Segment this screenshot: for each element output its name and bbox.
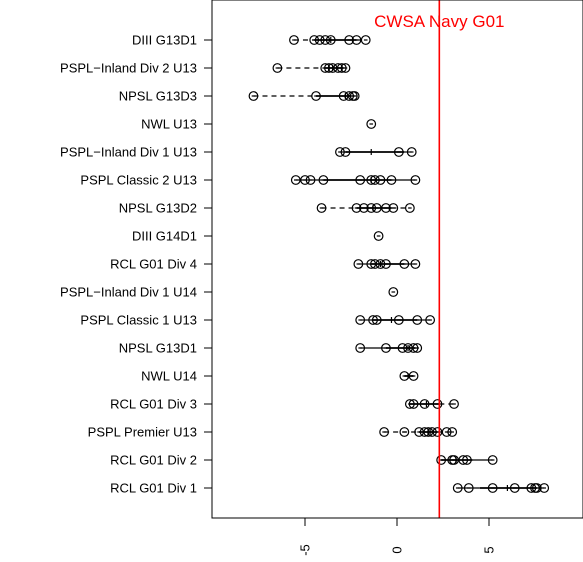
data-point — [358, 203, 369, 213]
data-point — [509, 483, 520, 493]
x-tick-label: 0 — [390, 546, 405, 553]
row-label: RCL G01 Div 3 — [110, 397, 197, 412]
data-point — [399, 259, 410, 269]
data-point — [408, 399, 419, 409]
team-row: NPSL G13D2 — [119, 201, 415, 216]
row-label: PSPL Classic 2 U13 — [80, 173, 197, 188]
data-point — [393, 315, 404, 325]
team-row: NWL U13 — [141, 117, 377, 132]
team-row: DIII G14D1 — [132, 229, 384, 244]
data-point — [355, 315, 366, 325]
data-point — [351, 203, 362, 213]
row-label: NWL U13 — [141, 117, 197, 132]
data-point — [289, 35, 299, 45]
team-row: PSPL−Inland Div 1 U13 — [60, 145, 417, 160]
data-point — [344, 35, 355, 45]
data-point — [379, 427, 390, 437]
x-tick-label: 5 — [482, 546, 497, 553]
data-point — [463, 483, 474, 493]
x-tick-label: -5 — [298, 544, 313, 556]
row-label: DIII G14D1 — [132, 229, 197, 244]
data-point — [340, 147, 351, 157]
team-row: PSPL−Inland Div 2 U13 — [60, 61, 351, 76]
data-point — [325, 35, 336, 45]
team-row: DIII G13D1 — [132, 33, 371, 48]
team-row: PSPL Premier U13 — [88, 425, 458, 440]
row-label: NPSL G13D1 — [119, 341, 197, 356]
data-point — [410, 259, 421, 269]
row-label: PSPL−Inland Div 1 U13 — [60, 145, 197, 160]
row-label: NWL U14 — [141, 369, 197, 384]
data-point — [410, 175, 421, 185]
team-row: NPSL G13D3 — [119, 89, 360, 104]
reference-layer: CWSA Navy G01 — [374, 0, 505, 518]
data-point — [381, 259, 391, 269]
data-point — [381, 203, 391, 213]
data-point — [452, 483, 463, 493]
data-point — [381, 343, 391, 353]
data-point — [531, 483, 542, 493]
team-row: PSPL−Inland Div 1 U14 — [60, 285, 399, 300]
row-label: DIII G13D1 — [132, 33, 197, 48]
data-point — [419, 399, 430, 409]
data-point — [447, 427, 458, 437]
row-label: RCL G01 Div 4 — [110, 257, 197, 272]
data-point — [412, 343, 423, 353]
team-row: RCL G01 Div 4 — [110, 257, 421, 272]
data-point — [393, 147, 404, 157]
row-label: PSPL Premier U13 — [88, 425, 197, 440]
data-point — [373, 231, 384, 241]
data-point — [305, 175, 316, 185]
x-axis: -5 0 5 — [298, 518, 497, 556]
data-point — [360, 35, 371, 45]
data-point — [349, 91, 360, 101]
data-point — [487, 455, 498, 465]
team-row: RCL G01 Div 1 — [110, 481, 550, 496]
data-point — [449, 399, 459, 409]
data-point — [355, 175, 366, 185]
team-rows: DIII G13D1 PSPL−Inland Div 2 U13 NPSL G13D… — [60, 33, 550, 496]
team-row: NPSL G13D1 — [119, 341, 423, 356]
data-point — [340, 63, 351, 73]
data-point — [539, 483, 550, 493]
data-point — [404, 203, 415, 213]
data-point — [399, 427, 410, 437]
data-point — [425, 315, 436, 325]
row-label: NPSL G13D2 — [119, 201, 197, 216]
row-label: PSPL Classic 1 U13 — [80, 313, 197, 328]
data-point — [408, 371, 419, 381]
team-row: NWL U14 — [141, 369, 419, 384]
data-point — [412, 315, 423, 325]
data-point — [316, 203, 327, 213]
reference-line-label: CWSA Navy G01 — [374, 12, 504, 31]
data-point — [388, 203, 399, 213]
data-point — [366, 119, 377, 129]
data-point — [353, 259, 364, 269]
team-row: PSPL Classic 1 U13 — [80, 313, 436, 328]
data-point — [375, 175, 386, 185]
row-label: PSPL−Inland Div 2 U13 — [60, 61, 197, 76]
team-row: RCL G01 Div 2 — [110, 453, 498, 468]
data-point — [318, 175, 329, 185]
data-point — [487, 483, 498, 493]
data-point — [388, 287, 399, 297]
plot-frame — [211, 0, 583, 519]
data-point — [355, 343, 366, 353]
data-point — [311, 91, 321, 101]
row-label: RCL G01 Div 1 — [110, 481, 197, 496]
data-point — [248, 91, 259, 101]
data-point — [272, 63, 283, 73]
data-point — [386, 175, 397, 185]
row-label: NPSL G13D3 — [119, 89, 197, 104]
team-row: PSPL Classic 2 U13 — [80, 173, 421, 188]
data-point — [406, 147, 417, 157]
data-point — [462, 455, 472, 465]
team-row: RCL G01 Div 3 — [110, 397, 459, 412]
data-point — [371, 315, 382, 325]
row-label: PSPL−Inland Div 1 U14 — [60, 285, 197, 300]
row-label: RCL G01 Div 2 — [110, 453, 197, 468]
